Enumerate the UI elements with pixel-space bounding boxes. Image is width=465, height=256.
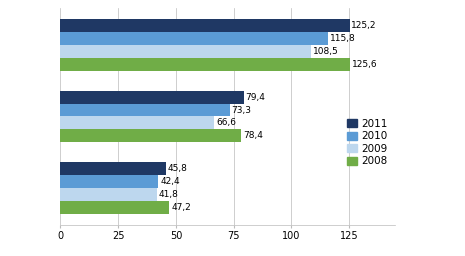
Bar: [60, 45, 311, 58]
Bar: [60, 162, 166, 175]
Bar: [60, 116, 214, 130]
Bar: [60, 188, 157, 201]
Text: 79,4: 79,4: [246, 93, 266, 102]
Text: 45,8: 45,8: [168, 164, 188, 173]
Bar: [60, 19, 350, 32]
Bar: [60, 32, 328, 45]
Text: 42,4: 42,4: [160, 177, 180, 186]
Text: 73,3: 73,3: [232, 105, 252, 114]
Bar: [60, 201, 169, 214]
Text: 125,6: 125,6: [352, 60, 378, 69]
Text: 115,8: 115,8: [330, 34, 355, 43]
Text: 41,8: 41,8: [159, 190, 179, 199]
Legend: 2011, 2010, 2009, 2008: 2011, 2010, 2009, 2008: [345, 116, 390, 169]
Bar: [60, 103, 230, 116]
Bar: [60, 58, 351, 71]
Text: 78,4: 78,4: [243, 131, 263, 140]
Bar: [60, 91, 244, 103]
Text: 108,5: 108,5: [313, 47, 339, 56]
Text: 125,2: 125,2: [352, 21, 377, 30]
Bar: [60, 175, 159, 188]
Bar: [60, 130, 241, 142]
Text: 47,2: 47,2: [171, 203, 191, 212]
Text: 66,6: 66,6: [216, 119, 236, 127]
